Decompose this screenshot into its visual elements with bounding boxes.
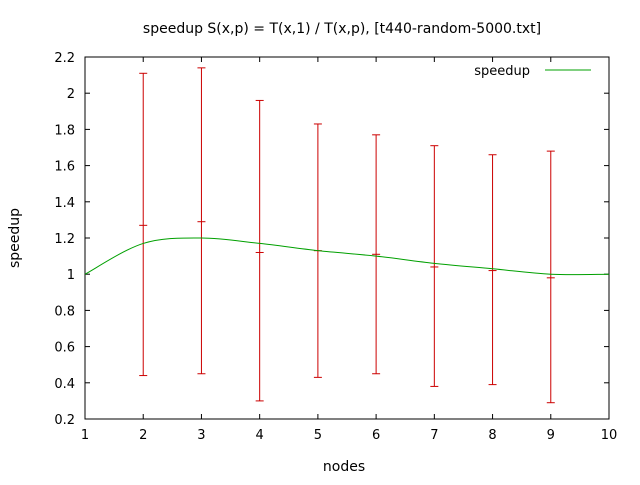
y-tick-label: 0.4	[54, 377, 75, 392]
y-tick-label: 1.4	[54, 196, 75, 211]
x-tick-label: 8	[488, 428, 496, 443]
legend-label: speedup	[474, 64, 530, 79]
y-tick-label: 2	[67, 87, 75, 102]
y-tick-label: 0.8	[54, 304, 75, 319]
chart-title: speedup S(x,p) = T(x,1) / T(x,p), [t440-…	[143, 21, 541, 37]
y-tick-label: 0.2	[54, 413, 75, 428]
x-tick-label: 4	[256, 428, 264, 443]
x-axis-label: nodes	[323, 459, 365, 475]
y-tick-label: 2.2	[54, 51, 75, 66]
y-tick-label: 1	[67, 268, 75, 283]
y-tick-label: 1.8	[54, 123, 75, 138]
x-tick-label: 7	[430, 428, 438, 443]
plot-frame	[84, 56, 610, 420]
x-tick-label: 9	[547, 428, 555, 443]
x-tick-label: 6	[372, 428, 380, 443]
x-tick-label: 1	[81, 428, 89, 443]
x-tick-label: 10	[601, 428, 618, 443]
x-tick-label: 3	[197, 428, 205, 443]
series-line-speedup	[84, 237, 610, 276]
x-tick-label: 2	[139, 428, 147, 443]
x-tick-label: 5	[314, 428, 322, 443]
y-tick-label: 1.2	[54, 232, 75, 247]
y-tick-label: 1.6	[54, 160, 75, 175]
plot-area: 1 2 3 4 5 6 7 8 9 10 0.2 0.4 0.6 0.8 1 1.2 1.4 1.6 1.8 2 2.2…	[54, 51, 617, 443]
y-axis-label: speedup	[7, 208, 23, 268]
y-tick-label: 0.6	[54, 341, 75, 356]
